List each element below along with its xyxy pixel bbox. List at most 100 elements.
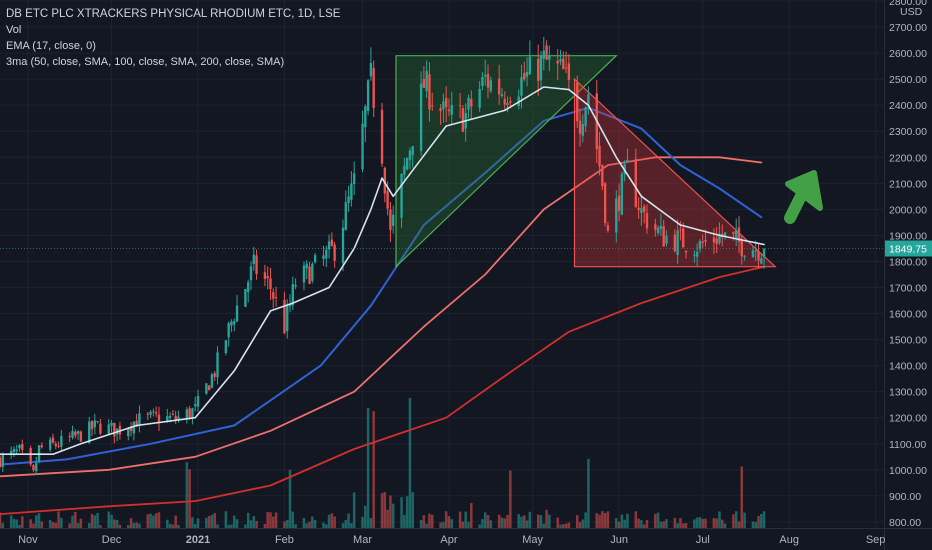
volume-bar	[361, 516, 364, 528]
volume-bar	[347, 513, 350, 528]
volume-bar	[545, 509, 548, 528]
volume-bar	[252, 516, 256, 528]
volume-bar	[146, 514, 150, 528]
candle-body	[562, 58, 565, 70]
volume-bar	[637, 518, 640, 528]
volume-bar	[509, 470, 512, 528]
candle-body	[286, 305, 289, 332]
last-price-box	[885, 240, 932, 257]
candle-body	[439, 108, 442, 112]
volume-bar	[115, 519, 119, 528]
price-tick-label: 2400.00	[889, 100, 927, 112]
volume-bar	[177, 524, 180, 528]
legend-3ma[interactable]: 3ma (50, close, SMA, 100, close, SMA, 20…	[6, 56, 285, 68]
candle-body	[9, 451, 13, 455]
candle-body	[640, 208, 643, 213]
volume-bar	[18, 524, 21, 528]
volume-bar	[645, 520, 649, 528]
candle-body	[330, 239, 334, 246]
volume-bar	[327, 514, 331, 528]
candle-body	[361, 123, 364, 170]
indicator-lines	[0, 86, 765, 455]
volume-bar	[152, 515, 155, 528]
candle-body	[74, 431, 77, 436]
price-axis[interactable]: 800.00 900.00 1000.00 1100.00 1200.00 1300.00…	[884, 0, 928, 550]
price-tick-label: 1800.00	[889, 256, 927, 268]
candle-body	[244, 288, 247, 307]
volume-bar	[380, 493, 384, 528]
price-tick-label: 2700.00	[889, 22, 927, 34]
volume-bar	[129, 518, 133, 528]
candle-body	[389, 209, 392, 230]
candle-body	[177, 416, 180, 420]
volume-bar	[718, 511, 721, 528]
time-tick-label: Mar	[353, 534, 372, 546]
volume-bar	[539, 515, 543, 528]
volume-bar	[302, 517, 306, 528]
legend-vol[interactable]: Vol	[6, 24, 22, 36]
candle-body	[447, 109, 451, 112]
candle-body	[99, 423, 102, 434]
time-axis[interactable]: Nov Dec 2021 Feb Mar Apr May Jun Jul Aug Sep	[0, 528, 932, 547]
volume-bar	[135, 522, 138, 528]
candle-body	[601, 165, 604, 187]
price-tick-label: 800.00	[889, 517, 921, 529]
volume-bar	[132, 522, 136, 528]
candle-body	[606, 225, 610, 231]
candle-body	[461, 108, 465, 132]
symbol-title[interactable]: DB ETC PLC XTRACKERS PHYSICAL RHODIUM ET…	[6, 8, 341, 20]
volume-bar	[422, 515, 426, 528]
price-tick-label: 2300.00	[889, 126, 927, 138]
volume-bar	[196, 518, 200, 528]
volume-bar	[712, 518, 716, 528]
volume-bar	[191, 517, 194, 528]
grid	[0, 0, 884, 528]
volume-bar	[740, 466, 744, 528]
volume-bar	[659, 521, 663, 528]
candle-body	[760, 258, 763, 264]
volume-bar	[559, 524, 562, 528]
candle-body	[615, 198, 618, 233]
candle-body	[698, 240, 702, 250]
price-tick-label: 2200.00	[889, 152, 927, 164]
candle-body	[545, 45, 548, 60]
volume-bar	[113, 519, 116, 528]
volume-bar	[626, 513, 629, 528]
volume-bar	[60, 517, 63, 528]
volume-bar	[578, 522, 582, 528]
time-tick-label: Apr	[440, 534, 457, 546]
candle-body	[68, 436, 71, 438]
legend: DB ETC PLC XTRACKERS PHYSICAL RHODIUM ET…	[6, 6, 340, 70]
candle-body	[548, 55, 551, 60]
candle-body	[584, 107, 587, 127]
candle-body	[598, 145, 601, 167]
candle-body	[701, 241, 704, 244]
candle-body	[249, 266, 253, 281]
volume-bar	[168, 523, 172, 528]
candle-body	[79, 431, 83, 442]
volume-bar	[87, 522, 91, 528]
volume-bar	[461, 521, 465, 528]
candle-body	[313, 255, 317, 263]
price-tick-label: 2000.00	[889, 204, 927, 216]
volume-bar	[372, 411, 375, 528]
volume-bar	[127, 524, 130, 528]
price-tick-label: 1300.00	[889, 387, 927, 399]
candle-body	[0, 457, 2, 467]
candle-body	[372, 68, 375, 109]
candle-body	[723, 232, 727, 237]
volume-bar	[757, 516, 760, 528]
volume-bar	[193, 524, 197, 528]
candle-body	[71, 431, 74, 438]
volume-bar	[311, 516, 314, 528]
volume-bar	[188, 469, 191, 528]
legend-ema[interactable]: EMA (17, close, 0)	[6, 40, 96, 52]
candle-body	[419, 83, 423, 151]
volume-bar	[734, 511, 738, 528]
volume-bar	[575, 515, 579, 528]
volume-bar	[715, 518, 718, 528]
volume-bar	[640, 520, 643, 528]
candle-body	[392, 214, 395, 226]
candle-body	[49, 439, 52, 450]
